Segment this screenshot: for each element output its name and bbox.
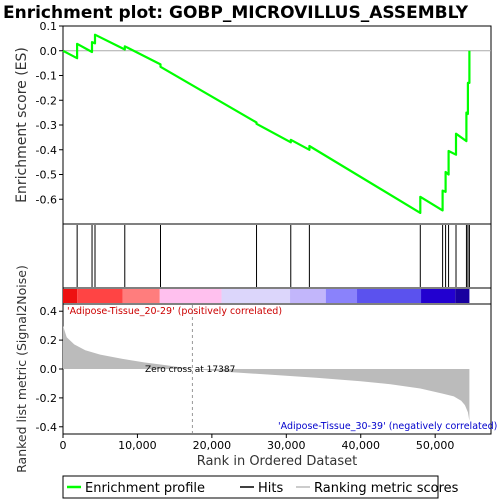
x-tick-label: 40,000 bbox=[341, 439, 380, 452]
es-y-tick-label: -0.6 bbox=[36, 193, 57, 206]
x-tick-label: 20,000 bbox=[193, 439, 232, 452]
heatmap-segment bbox=[63, 289, 78, 303]
x-axis-label: Rank in Ordered Dataset bbox=[197, 454, 358, 469]
legend-label: Ranking metric scores bbox=[314, 481, 459, 496]
heatmap-segment bbox=[357, 289, 422, 303]
hits-markers bbox=[76, 225, 470, 287]
rank-y-tick-label: 0.4 bbox=[40, 305, 58, 318]
ranking-metric-area bbox=[63, 325, 470, 421]
negative-correlation-label: 'Adipose-Tissue_30-39' (negatively corre… bbox=[278, 421, 497, 432]
rank-y-tick-label: 0.0 bbox=[40, 363, 58, 376]
es-y-axis-label: Enrichment score (ES) bbox=[14, 47, 30, 203]
x-axis: 0 10,000 20,000 30,000 40,000 50,000 bbox=[60, 434, 455, 452]
x-tick-label: 0 bbox=[60, 439, 67, 452]
heatmap-segment bbox=[77, 289, 123, 303]
legend-label: Enrichment profile bbox=[85, 481, 205, 496]
es-panel-frame bbox=[62, 25, 492, 225]
es-y-tick-label: -0.2 bbox=[36, 94, 57, 107]
x-tick-label: 50,000 bbox=[416, 439, 455, 452]
zero-cross-label: Zero cross at 17387 bbox=[145, 365, 235, 375]
es-y-tick-label: 0.0 bbox=[40, 45, 58, 58]
es-y-tick-label: -0.4 bbox=[36, 144, 57, 157]
rank-y-tick-label: 0.2 bbox=[40, 334, 58, 347]
rank-y-tick-label: -0.2 bbox=[36, 392, 57, 405]
heatmap-segment bbox=[325, 289, 358, 303]
x-tick-label: 30,000 bbox=[267, 439, 306, 452]
heatmap-bar bbox=[63, 289, 470, 303]
heatmap-segment bbox=[159, 289, 222, 303]
x-tick-label: 10,000 bbox=[118, 439, 157, 452]
heatmap-segment bbox=[455, 289, 470, 303]
positive-correlation-label: 'Adipose-Tissue_20-29' (positively corre… bbox=[67, 306, 282, 317]
chart-title: Enrichment plot: GOBP_MICROVILLUS_ASSEMB… bbox=[3, 3, 469, 23]
legend: Enrichment profile Hits Ranking metric sco… bbox=[67, 481, 459, 496]
es-y-tick-label: -0.3 bbox=[36, 119, 57, 132]
rank-y-tick-label: -0.4 bbox=[36, 421, 57, 434]
heatmap-segment bbox=[290, 289, 326, 303]
es-y-tick-label: -0.5 bbox=[36, 169, 57, 182]
rank-y-axis: 0.4 0.2 0.0 -0.2 -0.4 bbox=[36, 305, 63, 434]
es-y-axis: 0.1 0.0 -0.1 -0.2 -0.3 -0.4 -0.5 -0.6 bbox=[36, 20, 63, 206]
heatmap-segment bbox=[122, 289, 160, 303]
hits-panel-frame bbox=[62, 223, 492, 289]
es-y-tick-label: 0.1 bbox=[40, 20, 58, 33]
heatmap-segment bbox=[421, 289, 456, 303]
legend-label: Hits bbox=[258, 481, 283, 496]
enrichment-profile-line bbox=[62, 33, 471, 214]
rank-y-axis-label: Ranked list metric (Signal2Noise) bbox=[14, 265, 29, 473]
es-y-tick-label: -0.1 bbox=[36, 70, 57, 83]
heatmap-segment bbox=[221, 289, 291, 303]
